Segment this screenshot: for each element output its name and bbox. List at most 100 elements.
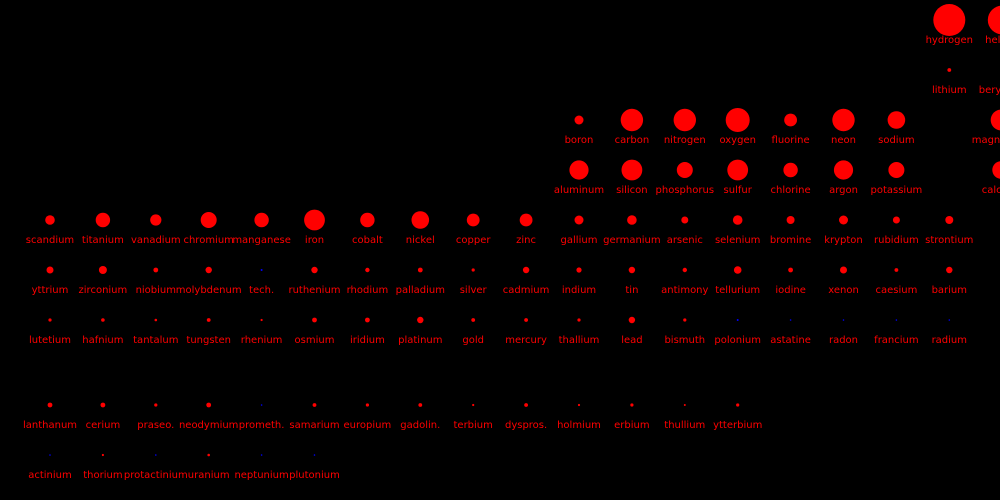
- element-label: polonium: [714, 335, 761, 346]
- element-label: lead: [621, 335, 642, 346]
- bubble-hafnium: [101, 318, 105, 322]
- element-label: nickel: [406, 235, 435, 246]
- bubble-europium: [365, 403, 369, 407]
- bubble-indium: [576, 267, 582, 273]
- bubble-chromium: [200, 212, 217, 228]
- element-label: osmium: [295, 335, 335, 346]
- element-label: mercury: [505, 335, 547, 346]
- element-label: silver: [460, 285, 488, 296]
- element-label: francium: [874, 335, 918, 346]
- element-label: vanadium: [131, 235, 181, 246]
- bubble-boron: [574, 115, 584, 125]
- bubble-helium: [987, 5, 1000, 35]
- element-label: prometh.: [239, 420, 285, 431]
- bubble-cadmium: [522, 266, 530, 274]
- bubble-hydrogen: [933, 4, 966, 36]
- element-label: gadolin.: [400, 420, 440, 431]
- element-label: hydrogen: [926, 35, 973, 46]
- bubble-silver: [471, 268, 475, 272]
- element-label: antimony: [661, 285, 708, 296]
- element-label: sulfur: [724, 185, 753, 196]
- element-label: aluminum: [554, 185, 604, 196]
- element-label: oxygen: [719, 135, 755, 146]
- bubble-bromine: [786, 216, 795, 224]
- element-label: cerium: [86, 420, 121, 431]
- bubble-arsenic: [681, 216, 689, 224]
- element-label: cobalt: [352, 235, 383, 246]
- bubble-iron: [304, 209, 325, 231]
- bubble-holmium: [577, 403, 581, 407]
- element-label: samarium: [289, 420, 339, 431]
- bubble-plutonium: [313, 454, 316, 456]
- element-label: dyspros.: [505, 420, 547, 431]
- element-label: scandium: [26, 235, 74, 246]
- bubble-bismuth: [683, 318, 687, 322]
- bubble-nickel: [411, 211, 430, 229]
- element-label: platinum: [398, 335, 442, 346]
- bubble-manganese: [254, 212, 269, 228]
- element-label: bismuth: [664, 335, 705, 346]
- bubble-thallium: [577, 318, 581, 322]
- bubble-cerium: [100, 402, 106, 408]
- element-label: fluorine: [772, 135, 810, 146]
- element-label: calcium: [982, 185, 1000, 196]
- bubble-caesium: [894, 268, 899, 272]
- element-label: boron: [565, 135, 594, 146]
- bubble-rhenium: [260, 318, 263, 322]
- element-label: barium: [932, 285, 967, 296]
- element-label: thullium: [664, 420, 705, 431]
- bubble-molybdenum: [205, 266, 212, 274]
- bubble-germanium: [627, 215, 637, 225]
- bubble-argon: [833, 160, 854, 180]
- element-label: praseo.: [137, 420, 174, 431]
- bubble-aluminum: [569, 160, 589, 180]
- bubble-tungsten: [206, 318, 211, 322]
- bubble-francium: [895, 319, 898, 321]
- bubble-zinc: [519, 213, 533, 227]
- bubble-polonium: [736, 319, 739, 321]
- bubble-titanium: [95, 212, 111, 228]
- element-label: gallium: [561, 235, 598, 246]
- bubble-gallium: [574, 215, 584, 225]
- element-label: zirconium: [79, 285, 128, 296]
- element-label: tech.: [249, 285, 274, 296]
- bubble-uranium: [207, 453, 210, 457]
- element-label: rubidium: [874, 235, 919, 246]
- bubble-calcium: [992, 161, 1000, 179]
- element-label: indium: [562, 285, 596, 296]
- bubble-cobalt: [360, 212, 375, 228]
- element-label: nitrogen: [664, 135, 706, 146]
- element-label: rhenium: [241, 335, 283, 346]
- element-label: lutetium: [29, 335, 71, 346]
- bubble-thullium: [683, 404, 686, 406]
- element-label: plutonium: [289, 470, 340, 481]
- bubble-astatine: [789, 319, 792, 321]
- element-label: beryllium: [979, 85, 1000, 96]
- bubble-oxygen: [725, 108, 750, 132]
- bubble-lanthanum: [47, 402, 53, 408]
- element-label: tin: [625, 285, 638, 296]
- element-label: magnesium: [972, 135, 1000, 146]
- bubble-tantalum: [154, 318, 158, 322]
- bubble-chlorine: [783, 162, 798, 178]
- element-label: potassium: [871, 185, 923, 196]
- element-label: terbium: [454, 420, 493, 431]
- bubble-actinium: [49, 454, 51, 456]
- element-label: ruthenium: [288, 285, 340, 296]
- bubble-antimony: [682, 267, 687, 273]
- bubble-protactinium: [155, 454, 157, 456]
- element-label: helium: [985, 35, 1000, 46]
- bubble-xenon: [840, 266, 847, 274]
- bubble-platinum: [417, 316, 424, 324]
- bubble-dyspros: [524, 403, 528, 407]
- element-label: zinc: [516, 235, 536, 246]
- element-label: xenon: [828, 285, 859, 296]
- element-label: radon: [829, 335, 858, 346]
- element-label: tungsten: [186, 335, 231, 346]
- element-label: sodium: [878, 135, 915, 146]
- element-label: erbium: [614, 420, 649, 431]
- bubble-prometh: [260, 404, 263, 406]
- bubble-iridium: [365, 317, 370, 323]
- bubble-tin: [628, 266, 636, 274]
